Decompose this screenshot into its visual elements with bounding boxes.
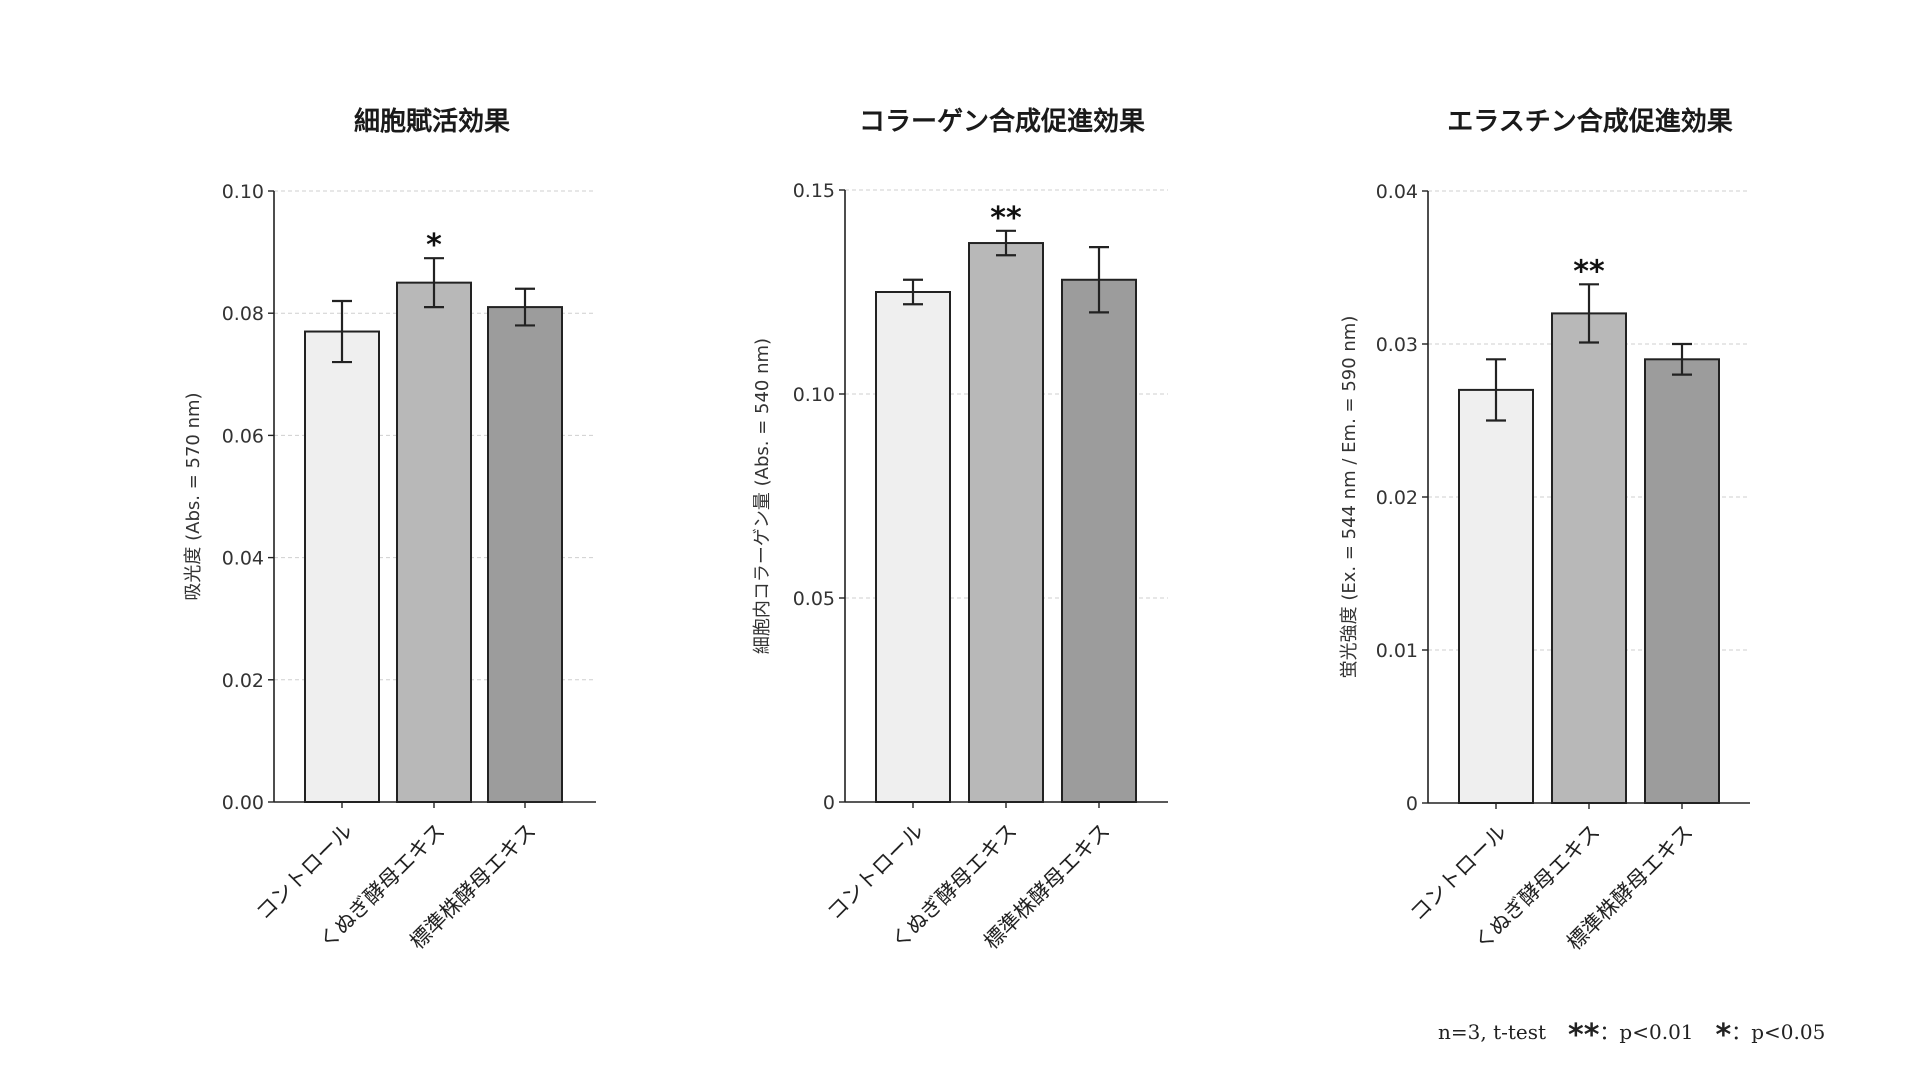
y-tick-label: 0.02 <box>222 670 264 692</box>
bar <box>396 281 472 803</box>
y-tick-label: 0.10 <box>222 181 264 203</box>
y-tick-label: 0.04 <box>222 548 264 570</box>
chart-title: エラスチン合成促進効果 <box>1447 106 1732 137</box>
significance-mark: ** <box>1573 254 1605 289</box>
bar <box>1061 278 1137 803</box>
y-axis-title: 吸光度 (Abs. = 570 nm) <box>183 392 204 600</box>
footnote: n=3, t-test **：p<0.01 *：p<0.05 <box>1438 1016 1825 1053</box>
bar <box>304 330 380 803</box>
error-bar <box>996 229 1016 257</box>
y-axis-title: 蛍光強度 (Ex. = 544 nm / Em. = 590 nm) <box>1339 316 1360 679</box>
y-tick-label: 0.04 <box>1376 181 1418 203</box>
chart-1: 細胞賦活効果 0.00 0.02 0.04 0.06 0.08 0.10 吸光度 (Abs. … <box>183 106 596 954</box>
y-tick-label: 0.08 <box>222 303 264 325</box>
bar <box>487 306 563 803</box>
footnote-double-star-text: ：p<0.01 <box>1599 1020 1694 1044</box>
bar <box>1551 312 1627 804</box>
error-bar <box>332 299 352 364</box>
y-tick-label: 0 <box>823 792 835 814</box>
y-tick-label: 0 <box>1406 793 1418 815</box>
footnote-method: n=3, t-test <box>1438 1020 1547 1044</box>
bar <box>968 242 1044 804</box>
error-bar <box>1672 342 1692 376</box>
footnote-single-star: * <box>1715 1018 1732 1053</box>
error-bar <box>515 287 535 327</box>
error-bar <box>903 278 923 306</box>
error-bar <box>1579 283 1599 344</box>
significance-mark: * <box>426 228 442 263</box>
y-tick-label: 0.10 <box>793 384 835 406</box>
category-label: コントロール <box>1405 820 1511 926</box>
y-tick-label: 0.00 <box>222 792 264 814</box>
footnote-single-star-text: ：p<0.05 <box>1731 1020 1826 1044</box>
error-bar <box>424 257 444 309</box>
y-tick-label: 0.01 <box>1376 640 1418 662</box>
bar <box>1458 388 1534 804</box>
significance-mark: ** <box>990 201 1022 236</box>
footnote-double-star: ** <box>1568 1018 1600 1053</box>
y-tick-label: 0.15 <box>793 180 835 202</box>
category-label: コントロール <box>822 819 928 925</box>
y-axis-title: 細胞内コラーゲン量 (Abs. = 540 nm) <box>752 338 773 654</box>
y-tick-label: 0.05 <box>793 588 835 610</box>
y-tick-label: 0.06 <box>222 425 264 447</box>
bar <box>1644 358 1720 804</box>
chart-2: コラーゲン合成促進効果 0 0.05 0.10 0.15 細胞内コラーゲン量 (Abs. … <box>752 106 1168 954</box>
error-bar <box>1089 246 1109 314</box>
y-tick-label: 0.03 <box>1376 334 1418 356</box>
bar <box>875 291 951 803</box>
chart-3: エラスチン合成促進効果 0 0.01 0.02 0.03 0.04 蛍光強度 (Ex. = … <box>1339 106 1750 955</box>
y-tick-label: 0.02 <box>1376 487 1418 509</box>
error-bar <box>1486 358 1506 422</box>
chart-title: 細胞賦活効果 <box>354 106 510 137</box>
chart-title: コラーゲン合成促進効果 <box>859 106 1145 137</box>
